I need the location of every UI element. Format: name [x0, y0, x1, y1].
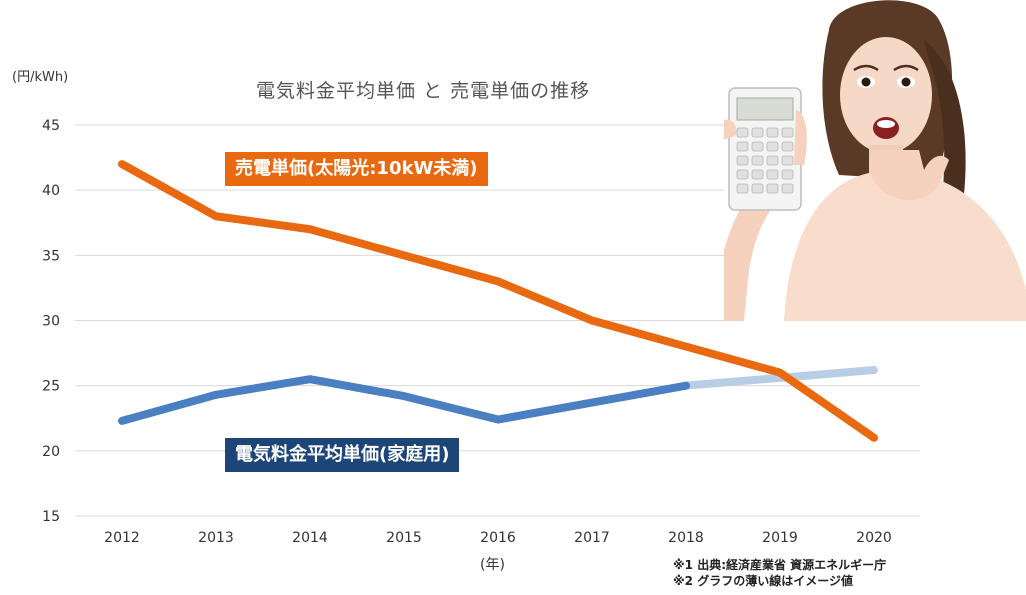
series-line-household-estimated [682, 366, 878, 390]
y-tick-label: 15 [42, 509, 60, 525]
x-axis-ticks: 2012 2013 2014 2015 2016 2017 2018 2019 2020 [104, 530, 892, 546]
surprised-woman-with-calculator-photo [724, 0, 1026, 321]
y-tick-label: 40 [42, 183, 60, 199]
chart-series [118, 160, 878, 442]
y-tick-label: 20 [42, 444, 60, 460]
x-tick-label: 2015 [386, 530, 422, 546]
y-axis-ticks: 15 20 25 30 35 40 45 [42, 118, 60, 525]
y-tick-label: 45 [42, 118, 60, 134]
y-tick-label: 35 [42, 248, 60, 264]
y-axis-unit-label: (円/kWh) [12, 70, 69, 85]
chart-title: 電気料金平均単価 と 売電単価の推移 [256, 80, 591, 102]
x-tick-label: 2014 [292, 530, 328, 546]
footnote-source: ※1 出典:経済産業省 資源エネルギー庁 [673, 558, 887, 572]
x-tick-label: 2016 [480, 530, 516, 546]
y-tick-label: 30 [42, 314, 60, 330]
series-label-household-price: 電気料金平均単価(家庭用) [225, 438, 460, 472]
chart-gridlines [75, 124, 920, 517]
x-tick-label: 2020 [856, 530, 892, 546]
x-tick-label: 2019 [762, 530, 798, 546]
x-tick-label: 2012 [104, 530, 140, 546]
x-axis-unit-label: (年) [480, 557, 505, 573]
series-line-feed-in [118, 160, 878, 442]
x-tick-label: 2017 [574, 530, 610, 546]
series-line-household [118, 375, 690, 425]
x-tick-label: 2013 [198, 530, 234, 546]
x-tick-label: 2018 [668, 530, 704, 546]
series-label-feed-in-price: 売電単価(太陽光:10kW未満) [225, 152, 488, 186]
footnotes: ※1 出典:経済産業省 資源エネルギー庁 ※2 グラフの薄い線はイメージ値 [673, 557, 886, 589]
footnote-estimate: ※2 グラフの薄い線はイメージ値 [673, 574, 853, 588]
y-tick-label: 25 [42, 379, 60, 395]
